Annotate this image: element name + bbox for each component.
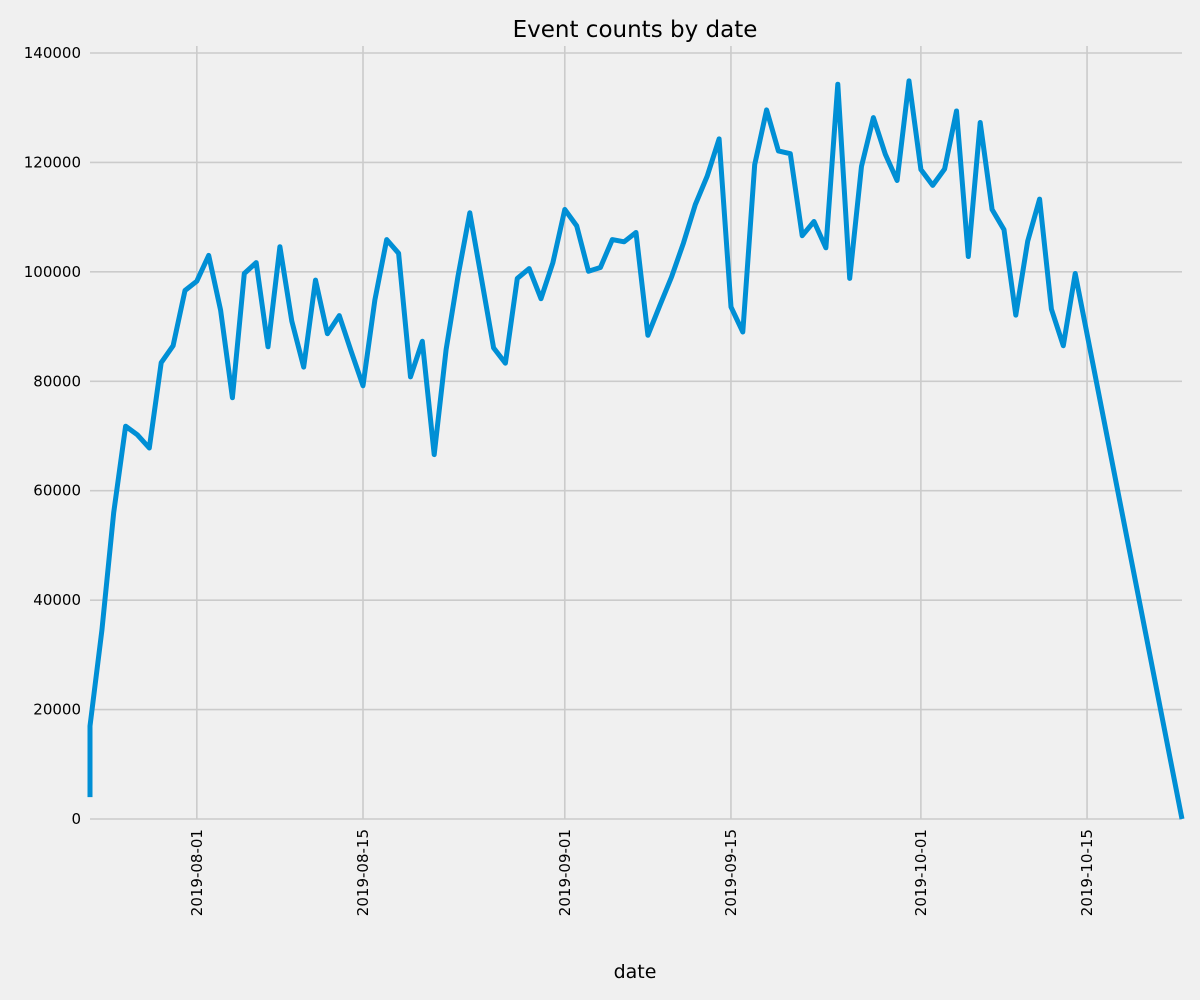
y-tick-label: 80000 (33, 372, 81, 390)
x-tick-label: 2019-10-15 (1078, 829, 1096, 916)
x-tick-label: 2019-09-15 (722, 829, 740, 916)
y-tick-label: 140000 (24, 44, 81, 62)
x-tick-label: 2019-08-15 (354, 829, 372, 916)
grid-lines (90, 46, 1182, 820)
y-tick-label: 40000 (33, 591, 81, 609)
y-tick-label: 0 (71, 810, 81, 828)
x-axis-label: date (614, 961, 657, 983)
series-group (87, 78, 1185, 820)
y-tick-label: 100000 (24, 263, 81, 281)
y-tick-label: 120000 (24, 153, 81, 171)
x-tick-label: 2019-10-01 (912, 829, 930, 916)
y-axis-ticks: 0 20000 40000 60000 80000 100000 120000 140000 (24, 44, 81, 828)
y-tick-label: 60000 (33, 482, 81, 500)
x-tick-label: 2019-08-01 (188, 829, 206, 916)
x-axis-ticks: 2019-08-01 2019-08-15 2019-09-01 2019-09-15… (188, 829, 1096, 916)
chart-title: Event counts by date (513, 17, 758, 43)
series-line (87, 78, 1185, 820)
x-tick-label: 2019-09-01 (556, 829, 574, 916)
y-tick-label: 20000 (33, 701, 81, 719)
